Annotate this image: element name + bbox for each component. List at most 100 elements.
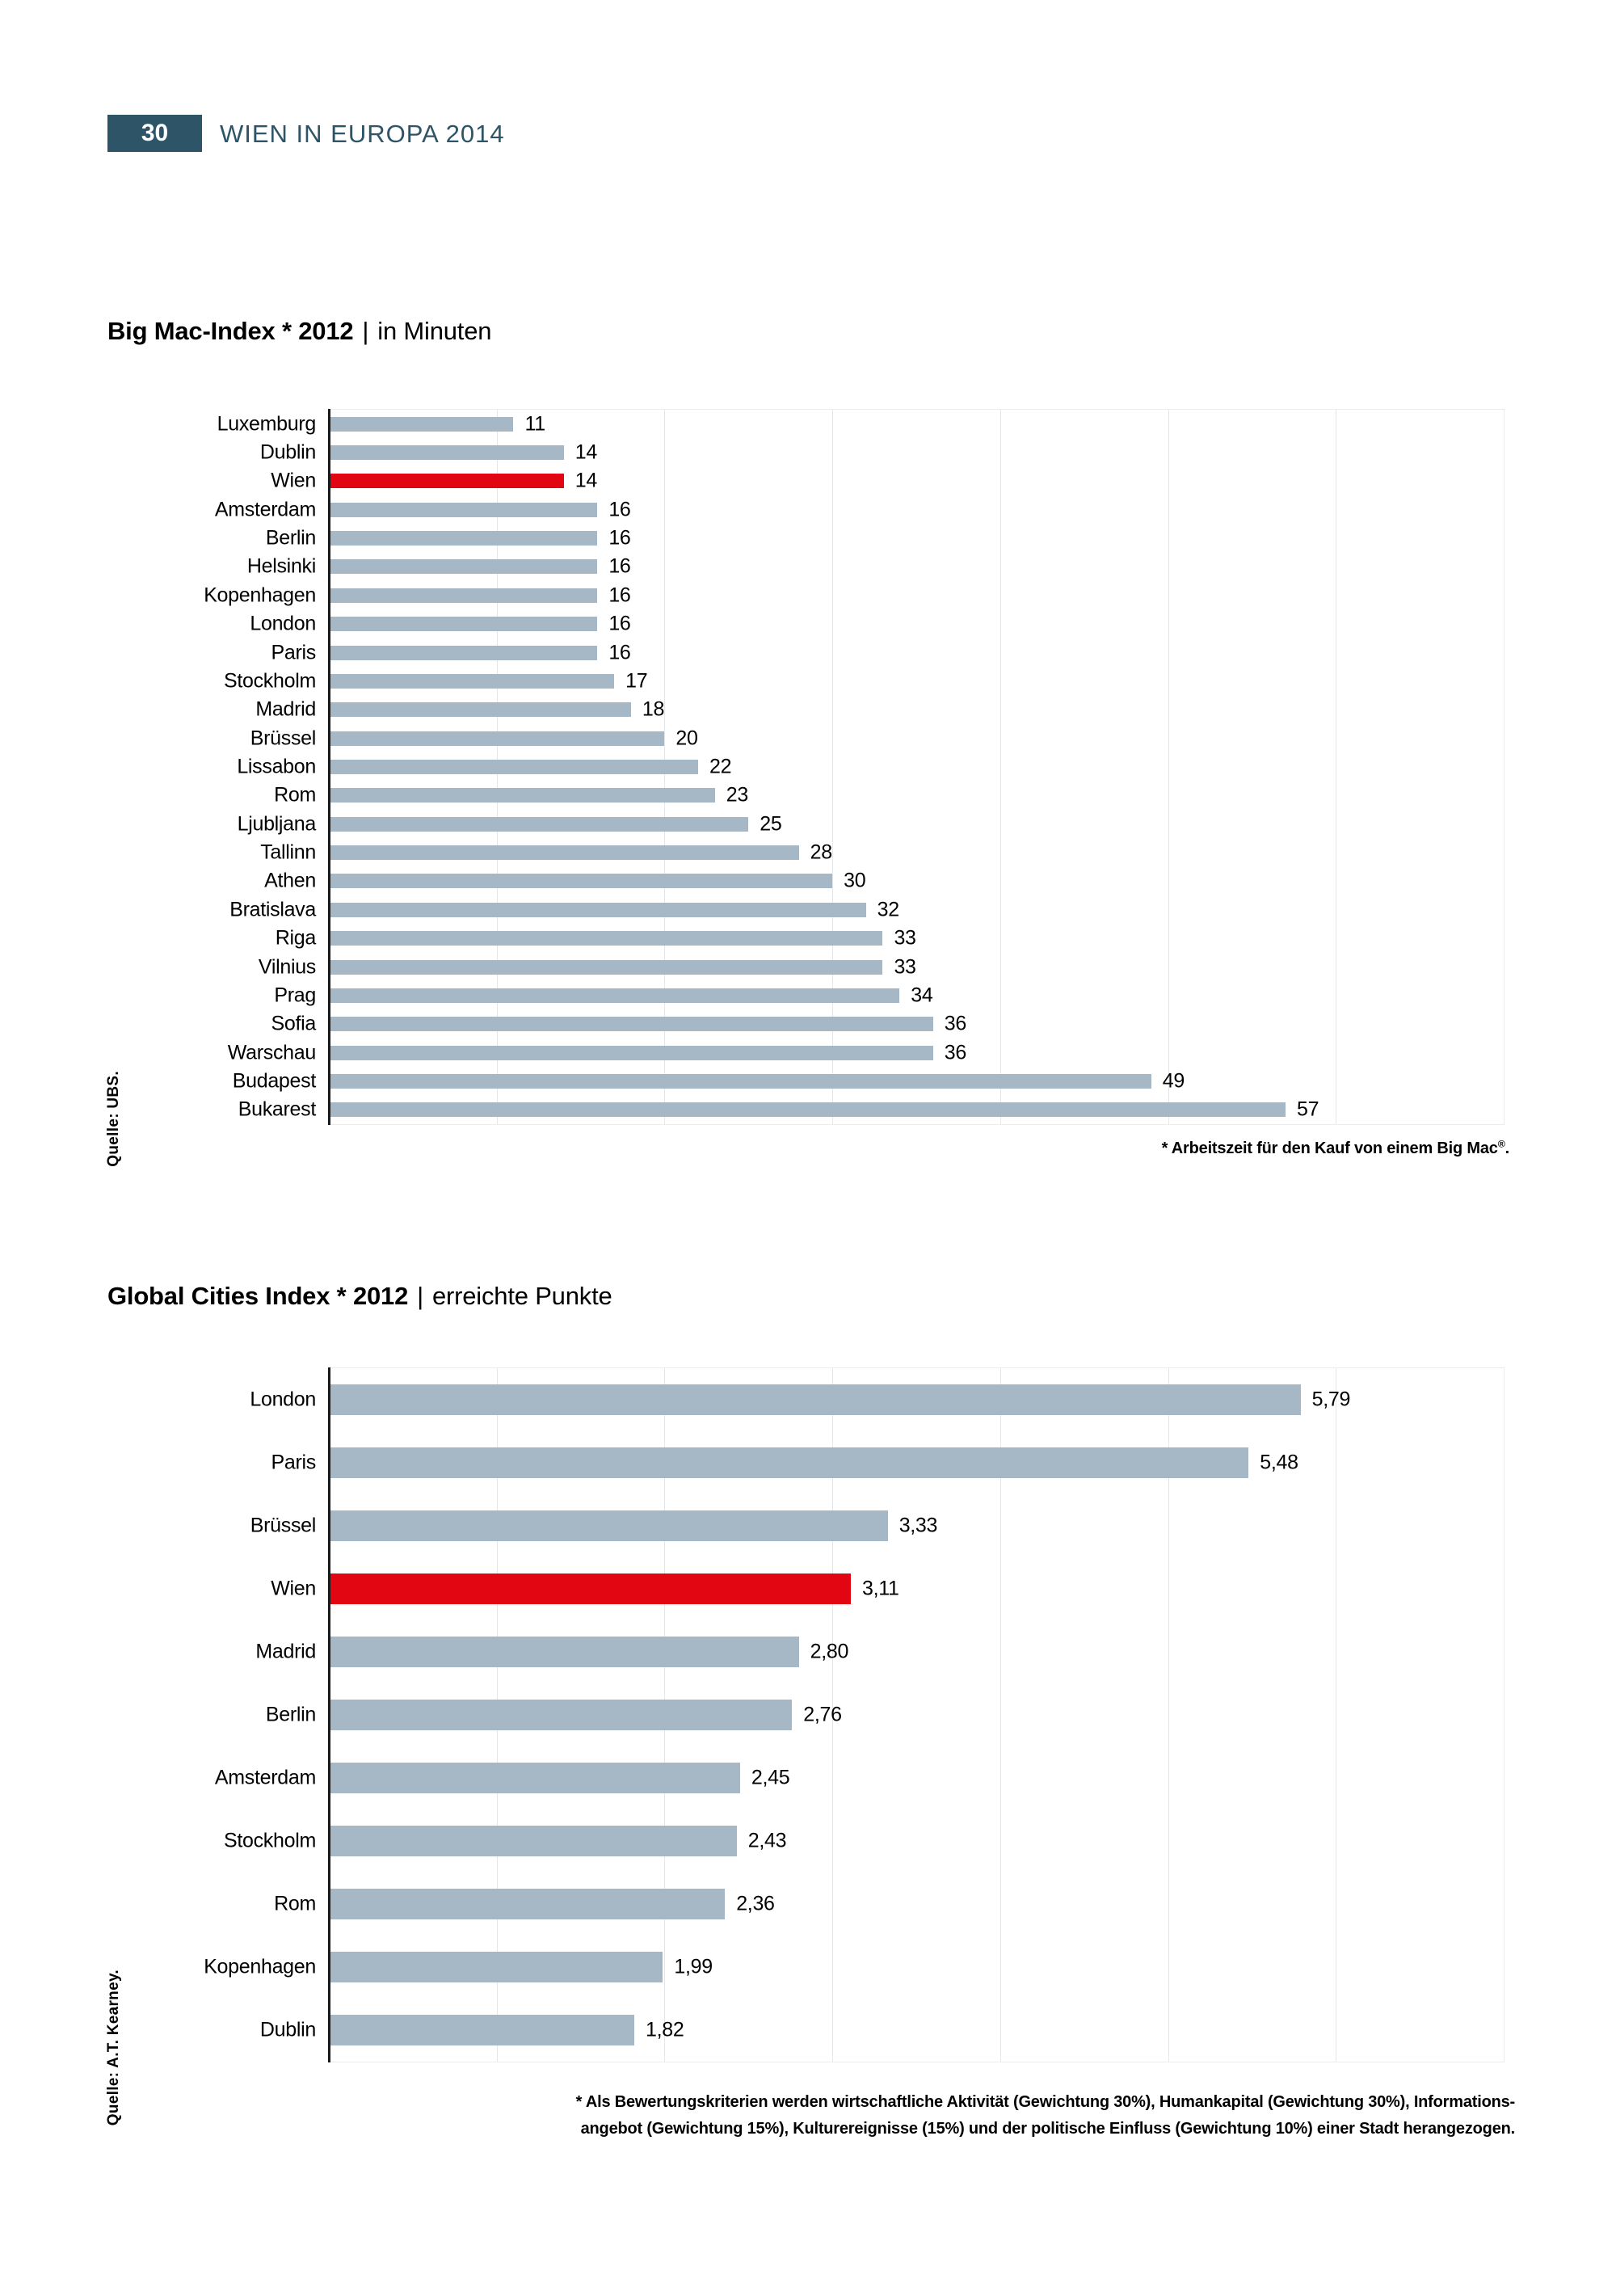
value-label: 57 [1296, 1097, 1319, 1121]
bar [329, 1637, 799, 1667]
gridline [999, 410, 1001, 1124]
bar [329, 1763, 740, 1793]
bar [329, 845, 799, 861]
category-label: Wien [271, 1577, 316, 1600]
bar-highlighted [329, 1573, 851, 1604]
chart1-footnote-period: . [1504, 1140, 1510, 1157]
chart1-footnote: * Arbeitszeit für den Kauf von einem Big… [1162, 1139, 1510, 1158]
value-label: 5,48 [1260, 1451, 1298, 1474]
bar-row: Athen 30 [264, 867, 1504, 895]
gridline [1168, 1368, 1169, 2062]
value-label: 16 [608, 526, 631, 550]
chart2-footnote-line2: angebot (Gewichtung 15%), Kulturereignis… [580, 2120, 1516, 2138]
bar [329, 1384, 1301, 1415]
value-label: 33 [894, 955, 916, 978]
category-label: Wien [271, 469, 316, 492]
bar-row: London 5,79 [250, 1368, 1504, 1431]
category-label: Berlin [265, 526, 316, 550]
category-label: Paris [271, 641, 317, 664]
bar-row: London 16 [250, 610, 1504, 638]
bar-row: Dublin 14 [260, 438, 1504, 466]
category-label: Warschau [227, 1041, 317, 1064]
bar-row: Bukarest 57 [238, 1096, 1504, 1124]
category-label: Luxemburg [217, 412, 317, 436]
value-label: 17 [625, 669, 648, 693]
category-label: Paris [271, 1451, 317, 1474]
category-label: Prag [274, 984, 316, 1007]
bar [329, 502, 598, 517]
bar-row: Brüssel 3,33 [250, 1494, 1504, 1557]
value-label: 16 [608, 641, 631, 664]
bar-row: Kopenhagen 16 [204, 581, 1504, 609]
gridline [1168, 410, 1169, 1124]
category-label: Rom [274, 783, 316, 807]
category-label: Kopenhagen [204, 583, 316, 607]
bar-row: Kopenhagen 1,99 [204, 1936, 1504, 1999]
bar [329, 874, 833, 889]
bar [329, 1045, 933, 1060]
bar [329, 559, 598, 575]
category-label: London [250, 612, 316, 635]
chart2-title: Global Cities Index * 2012 | erreichte Pun… [107, 1282, 612, 1311]
value-label: 14 [574, 469, 598, 492]
bar-row: Paris 16 [271, 638, 1504, 667]
bar-row: Prag 34 [274, 981, 1504, 1009]
bar [329, 2015, 635, 2045]
bar-row: Helsinki 16 [247, 553, 1504, 581]
bar [329, 702, 631, 718]
bar [329, 1510, 888, 1541]
bar-row: Bratislava 32 [229, 895, 1504, 924]
bar-row: Ljubljana 25 [238, 810, 1504, 838]
bar [329, 759, 698, 774]
category-label: Berlin [265, 1703, 316, 1726]
value-label: 28 [810, 840, 833, 864]
chart2-title-unit: erreichte Punkte [431, 1282, 612, 1310]
value-label: 16 [608, 583, 631, 607]
category-label: Ljubljana [237, 812, 317, 836]
page-number: 30 [141, 120, 169, 146]
value-label: 25 [760, 812, 782, 836]
bar [329, 902, 866, 917]
bar-row: Stockholm 2,43 [224, 1809, 1504, 1873]
category-label: Dublin [259, 440, 316, 464]
bar [329, 617, 598, 632]
bar-row: Brüssel 20 [250, 724, 1504, 752]
bar-row: Dublin 1,82 [260, 1999, 1504, 2062]
bar-row: Riga 33 [276, 924, 1504, 952]
value-label: 22 [709, 755, 732, 778]
bar-row: Wien 3,11 [271, 1557, 1504, 1620]
bar [329, 1700, 793, 1730]
bar-row: Warschau 36 [228, 1038, 1504, 1067]
category-label: Vilnius [258, 955, 316, 978]
value-label: 11 [524, 412, 545, 436]
chart1-plot-area: Luxemburg 11 Dublin 14 Wien 14 Amsterdam 16 Berl… [204, 409, 1504, 1125]
chart2-source: Quelle: A.T. Kearney. [105, 1969, 122, 2125]
value-label: 32 [877, 898, 900, 921]
category-label: Helsinki [246, 554, 316, 578]
bar [329, 1102, 1286, 1118]
bar [329, 1447, 1249, 1478]
value-label: 2,76 [803, 1703, 842, 1726]
page-number-badge: 30 [107, 115, 202, 152]
value-label: 1,99 [674, 1955, 713, 1978]
category-label: Madrid [255, 697, 316, 721]
bar-row: Sofia 36 [271, 1010, 1504, 1038]
category-label: Stockholm [223, 1829, 316, 1852]
value-label: 18 [642, 697, 665, 721]
value-label: 16 [608, 554, 631, 578]
bar-row: Madrid 18 [255, 696, 1504, 724]
value-label: 36 [944, 1012, 967, 1035]
bar [329, 1017, 933, 1032]
bar-row: Luxemburg 11 [217, 410, 1504, 438]
value-label: 1,82 [646, 2018, 684, 2041]
chart2-title-main: Global Cities Index * 2012 [107, 1282, 409, 1310]
value-label: 14 [574, 440, 598, 464]
bar [329, 788, 715, 803]
category-label: Kopenhagen [204, 1955, 316, 1978]
gridline [832, 410, 834, 1124]
category-label: Brüssel [250, 1514, 317, 1537]
bar [329, 416, 514, 432]
chart1-title: Big Mac-Index * 2012 | in Minuten [107, 317, 491, 346]
bar-row: Madrid 2,80 [255, 1620, 1504, 1683]
